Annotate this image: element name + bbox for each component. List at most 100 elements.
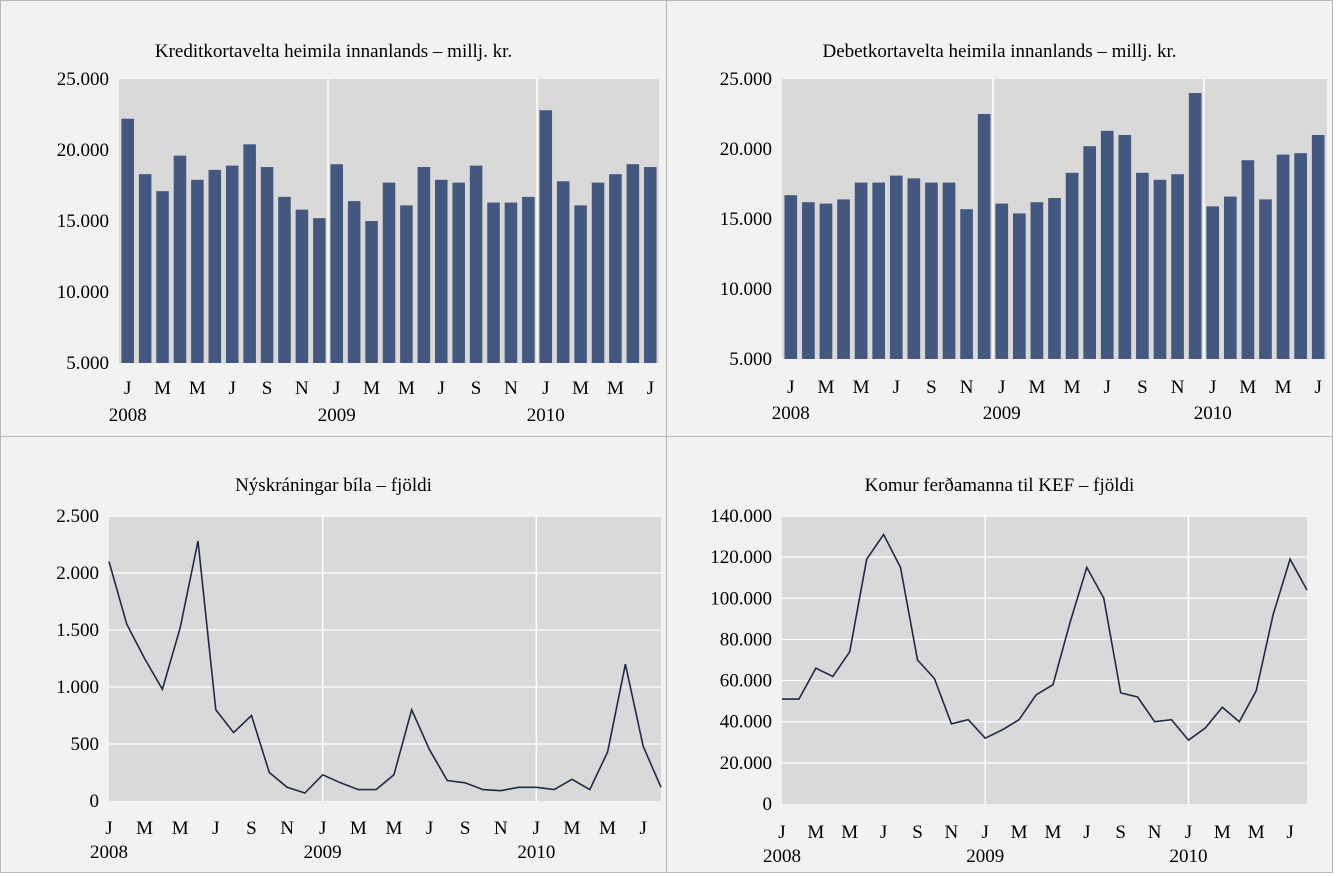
- x-year-label: 2010: [517, 842, 555, 863]
- x-tick-label: J: [639, 818, 646, 839]
- x-tick-label: N: [295, 378, 309, 399]
- bar: [278, 196, 291, 363]
- x-tick-label: S: [471, 378, 482, 399]
- x-tick-label: J: [542, 378, 549, 399]
- bar: [995, 203, 1009, 359]
- y-tick-label: 100.000: [710, 588, 772, 609]
- x-tick-label: J: [1104, 377, 1111, 398]
- bar: [138, 174, 152, 363]
- x-tick-label: M: [853, 377, 870, 398]
- x-tick-label: N: [1148, 822, 1162, 843]
- y-tick-label: 2.500: [56, 506, 99, 527]
- x-tick-label: N: [944, 822, 958, 843]
- x-year-label: 2008: [109, 405, 147, 426]
- x-tick-label: J: [229, 378, 236, 399]
- x-tick-label: J: [426, 818, 433, 839]
- bar: [819, 203, 833, 359]
- x-tick-label: J: [1209, 377, 1216, 398]
- chart-panel-car-registrations: Nýskráningar bíla – fjöldi 0 500 1.000 1.50…: [0, 436, 667, 873]
- y-tick-label: 5.000: [729, 349, 772, 370]
- y-tick-label: 60.000: [720, 671, 772, 692]
- x-year-label: 2010: [1169, 846, 1207, 867]
- y-tick-label: 2.000: [56, 563, 99, 584]
- x-tick-label: S: [1137, 377, 1148, 398]
- x-tick-label: N: [494, 818, 508, 839]
- bar: [260, 167, 274, 363]
- x-tick-label: M: [841, 822, 858, 843]
- x-tick-label: J: [105, 818, 112, 839]
- x-tick-label: S: [262, 378, 273, 399]
- y-tick-label: 15.000: [57, 211, 109, 232]
- bar: [365, 221, 378, 363]
- bar: [837, 199, 850, 359]
- bar: [243, 144, 256, 363]
- x-year-label: 2008: [90, 842, 128, 863]
- y-tick-label: 25.000: [57, 69, 109, 90]
- y-tick-label: 1.000: [56, 677, 99, 698]
- y-tick-label: 20.000: [57, 140, 109, 161]
- x-year-label: 2009: [318, 405, 356, 426]
- y-tick-label: 10.000: [57, 282, 109, 303]
- x-tick-label: M: [1028, 377, 1045, 398]
- bar: [591, 182, 605, 363]
- bar: [802, 202, 815, 359]
- bar: [960, 209, 973, 359]
- x-tick-label: M: [172, 818, 189, 839]
- bar: [644, 167, 657, 363]
- x-tick-label: M: [189, 378, 206, 399]
- bar: [1048, 198, 1061, 359]
- x-tick-label: N: [280, 818, 294, 839]
- bar: [1206, 206, 1220, 359]
- bar: [347, 201, 361, 363]
- chart-svg: 0 20.000 40.000 60.000 80.000 100.000 120.000 1…: [710, 506, 1308, 867]
- bar: [1294, 153, 1307, 359]
- bar: [1153, 179, 1167, 359]
- x-tick-label: J: [778, 822, 785, 843]
- x-tick-label: J: [438, 378, 445, 399]
- x-tick-label: S: [1115, 822, 1126, 843]
- x-tick-label: M: [572, 378, 589, 399]
- bar: [504, 202, 518, 363]
- series-line: [782, 532, 1308, 742]
- x-year-label: 2008: [763, 846, 801, 867]
- bar: [556, 181, 570, 363]
- bar: [434, 179, 448, 363]
- x-tick-label: M: [350, 818, 367, 839]
- chart-panel-kef-arrivals: Komur ferðamanna til KEF – fjöldi 0 20.00…: [666, 436, 1333, 873]
- bar: [784, 195, 798, 359]
- bar: [872, 182, 886, 359]
- chart-panel-debit-card: Debetkortavelta heimila innanlands – mil…: [666, 0, 1333, 437]
- bar: [942, 182, 956, 359]
- bar: [156, 191, 169, 363]
- x-tick-label: J: [998, 377, 1005, 398]
- bar: [522, 196, 535, 363]
- plot-area: [782, 516, 1307, 804]
- bar: [1171, 174, 1184, 359]
- bar: [1259, 199, 1272, 359]
- x-tick-label: N: [1171, 377, 1185, 398]
- x-tick-label: J: [1315, 377, 1322, 398]
- bar: [191, 179, 204, 363]
- bar: [574, 205, 587, 363]
- bar: [417, 167, 431, 363]
- bar: [539, 110, 553, 364]
- plot-area: [109, 516, 661, 801]
- x-tick-label: M: [564, 818, 581, 839]
- y-tick-label: 0: [763, 794, 773, 815]
- x-tick-label: J: [893, 377, 900, 398]
- x-tick-label: J: [787, 377, 794, 398]
- x-tick-label: M: [807, 822, 824, 843]
- x-tick-label: N: [504, 378, 518, 399]
- y-tick-label: 10.000: [720, 279, 772, 300]
- x-tick-label: M: [607, 378, 624, 399]
- x-tick-label: J: [533, 818, 540, 839]
- x-tick-label: M: [385, 818, 402, 839]
- x-tick-label: J: [319, 818, 326, 839]
- bar: [1223, 196, 1237, 359]
- y-tick-label: 120.000: [710, 547, 772, 568]
- bar: [1311, 135, 1325, 359]
- y-tick-label: 15.000: [720, 209, 772, 230]
- bar: [977, 114, 991, 359]
- x-year-label: 2009: [983, 403, 1021, 424]
